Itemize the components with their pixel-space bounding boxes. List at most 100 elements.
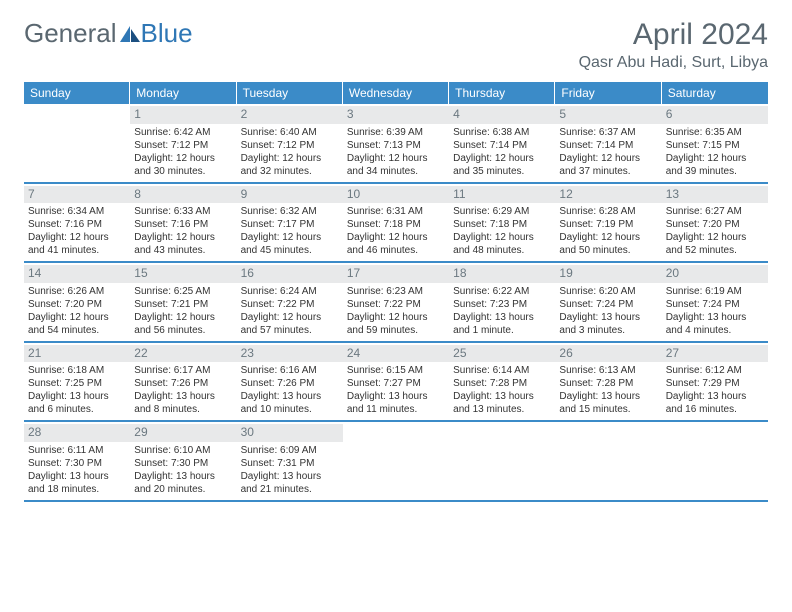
sunrise-text: Sunrise: 6:10 AM xyxy=(134,444,232,457)
day-cell: 15Sunrise: 6:25 AMSunset: 7:21 PMDayligh… xyxy=(130,263,236,341)
day-cell: 14Sunrise: 6:26 AMSunset: 7:20 PMDayligh… xyxy=(24,263,130,341)
day-header-row: Sunday Monday Tuesday Wednesday Thursday… xyxy=(24,82,768,104)
sunrise-text: Sunrise: 6:25 AM xyxy=(134,285,232,298)
sunrise-text: Sunrise: 6:16 AM xyxy=(241,364,339,377)
sunrise-text: Sunrise: 6:42 AM xyxy=(134,126,232,139)
week-row: 21Sunrise: 6:18 AMSunset: 7:25 PM Dayligh… xyxy=(24,343,768,423)
sunset-text: Sunset: 7:21 PM xyxy=(134,298,232,311)
day-cell: 18Sunrise: 6:22 AMSunset: 7:23 PMDayligh… xyxy=(449,263,555,341)
sunset-text: Sunset: 7:25 PM xyxy=(28,377,126,390)
day-number xyxy=(449,424,555,442)
sunset-text: Sunset: 7:18 PM xyxy=(347,218,445,231)
day-cell: 20Sunrise: 6:19 AMSunset: 7:24 PMDayligh… xyxy=(662,263,768,341)
day-number xyxy=(24,106,130,124)
day-number: 1 xyxy=(130,106,236,124)
day-number: 21 xyxy=(24,345,130,363)
day-cell xyxy=(449,422,555,500)
logo-sail-icon xyxy=(119,25,141,43)
day-number: 27 xyxy=(662,345,768,363)
day-number: 11 xyxy=(449,186,555,204)
day-number: 17 xyxy=(343,265,449,283)
daylight-text: Daylight: 13 hours and 3 minutes. xyxy=(559,311,657,337)
sunset-text: Sunset: 7:14 PM xyxy=(559,139,657,152)
day-cell: 7Sunrise: 6:34 AMSunset: 7:16 PMDaylight… xyxy=(24,184,130,262)
sunrise-text: Sunrise: 6:29 AM xyxy=(453,205,551,218)
month-title: April 2024 xyxy=(579,18,768,52)
sunset-text: Sunset: 7:16 PM xyxy=(134,218,232,231)
daylight-text: Daylight: 12 hours and 43 minutes. xyxy=(134,231,232,257)
sunrise-text: Sunrise: 6:37 AM xyxy=(559,126,657,139)
daylight-text: Daylight: 12 hours and 46 minutes. xyxy=(347,231,445,257)
sunset-text: Sunset: 7:24 PM xyxy=(559,298,657,311)
day-cell: 10Sunrise: 6:31 AMSunset: 7:18 PMDayligh… xyxy=(343,184,449,262)
day-number: 23 xyxy=(237,345,343,363)
day-header-tue: Tuesday xyxy=(237,82,343,104)
title-block: April 2024 Qasr Abu Hadi, Surt, Libya xyxy=(579,18,768,72)
day-number: 16 xyxy=(237,265,343,283)
daylight-text: Daylight: 13 hours and 4 minutes. xyxy=(666,311,764,337)
day-cell: 27Sunrise: 6:12 AMSunset: 7:29 PMDayligh… xyxy=(662,343,768,421)
calendar-grid: Sunday Monday Tuesday Wednesday Thursday… xyxy=(24,82,768,502)
week-row: 1Sunrise: 6:42 AMSunset: 7:12 PMDaylight… xyxy=(24,104,768,184)
daylight-text: Daylight: 12 hours and 35 minutes. xyxy=(453,152,551,178)
sunset-text: Sunset: 7:20 PM xyxy=(28,298,126,311)
day-number: 2 xyxy=(237,106,343,124)
sunrise-text: Sunrise: 6:17 AM xyxy=(134,364,232,377)
day-number: 10 xyxy=(343,186,449,204)
sunrise-text: Sunrise: 6:34 AM xyxy=(28,205,126,218)
sunset-text: Sunset: 7:26 PM xyxy=(241,377,339,390)
sunrise-text: Sunrise: 6:18 AM xyxy=(28,364,126,377)
sunset-text: Sunset: 7:24 PM xyxy=(666,298,764,311)
daylight-text: Daylight: 12 hours and 52 minutes. xyxy=(666,231,764,257)
sunrise-text: Sunrise: 6:23 AM xyxy=(347,285,445,298)
sunrise-text: Sunrise: 6:20 AM xyxy=(559,285,657,298)
daylight-text: Daylight: 13 hours and 11 minutes. xyxy=(347,390,445,416)
sunset-text: Sunset: 7:20 PM xyxy=(666,218,764,231)
day-number: 26 xyxy=(555,345,661,363)
daylight-text: Daylight: 12 hours and 56 minutes. xyxy=(134,311,232,337)
day-number xyxy=(343,424,449,442)
sunrise-text: Sunrise: 6:33 AM xyxy=(134,205,232,218)
day-number: 28 xyxy=(24,424,130,442)
day-number: 7 xyxy=(24,186,130,204)
day-header-wed: Wednesday xyxy=(343,82,449,104)
daylight-text: Daylight: 12 hours and 54 minutes. xyxy=(28,311,126,337)
day-cell: 25Sunrise: 6:14 AMSunset: 7:28 PMDayligh… xyxy=(449,343,555,421)
day-cell: 22Sunrise: 6:17 AMSunset: 7:26 PMDayligh… xyxy=(130,343,236,421)
sunrise-text: Sunrise: 6:11 AM xyxy=(28,444,126,457)
sunset-text: Sunset: 7:14 PM xyxy=(453,139,551,152)
day-number: 19 xyxy=(555,265,661,283)
day-number: 8 xyxy=(130,186,236,204)
sunset-text: Sunset: 7:27 PM xyxy=(347,377,445,390)
sunset-text: Sunset: 7:17 PM xyxy=(241,218,339,231)
day-cell xyxy=(662,422,768,500)
daylight-text: Daylight: 12 hours and 57 minutes. xyxy=(241,311,339,337)
sunset-text: Sunset: 7:12 PM xyxy=(134,139,232,152)
daylight-text: Daylight: 12 hours and 32 minutes. xyxy=(241,152,339,178)
day-cell: 23Sunrise: 6:16 AMSunset: 7:26 PMDayligh… xyxy=(237,343,343,421)
daylight-text: Daylight: 12 hours and 48 minutes. xyxy=(453,231,551,257)
sunset-text: Sunset: 7:26 PM xyxy=(134,377,232,390)
day-number xyxy=(662,424,768,442)
daylight-text: Daylight: 13 hours and 8 minutes. xyxy=(134,390,232,416)
week-row: 28Sunrise: 6:11 AMSunset: 7:30 PMDayligh… xyxy=(24,422,768,502)
daylight-text: Daylight: 13 hours and 13 minutes. xyxy=(453,390,551,416)
sunset-text: Sunset: 7:22 PM xyxy=(347,298,445,311)
day-cell: 2Sunrise: 6:40 AMSunset: 7:12 PMDaylight… xyxy=(237,104,343,182)
day-cell: 9Sunrise: 6:32 AMSunset: 7:17 PMDaylight… xyxy=(237,184,343,262)
sunrise-text: Sunrise: 6:32 AM xyxy=(241,205,339,218)
day-header-sat: Saturday xyxy=(662,82,768,104)
sunset-text: Sunset: 7:28 PM xyxy=(453,377,551,390)
daylight-text: Daylight: 13 hours and 16 minutes. xyxy=(666,390,764,416)
sunset-text: Sunset: 7:12 PM xyxy=(241,139,339,152)
sunset-text: Sunset: 7:16 PM xyxy=(28,218,126,231)
sunrise-text: Sunrise: 6:14 AM xyxy=(453,364,551,377)
sunrise-text: Sunrise: 6:24 AM xyxy=(241,285,339,298)
week-row: 14Sunrise: 6:26 AMSunset: 7:20 PMDayligh… xyxy=(24,263,768,343)
sunset-text: Sunset: 7:18 PM xyxy=(453,218,551,231)
daylight-text: Daylight: 12 hours and 59 minutes. xyxy=(347,311,445,337)
day-number: 3 xyxy=(343,106,449,124)
day-number: 29 xyxy=(130,424,236,442)
sunrise-text: Sunrise: 6:15 AM xyxy=(347,364,445,377)
week-row: 7Sunrise: 6:34 AMSunset: 7:16 PMDaylight… xyxy=(24,184,768,264)
